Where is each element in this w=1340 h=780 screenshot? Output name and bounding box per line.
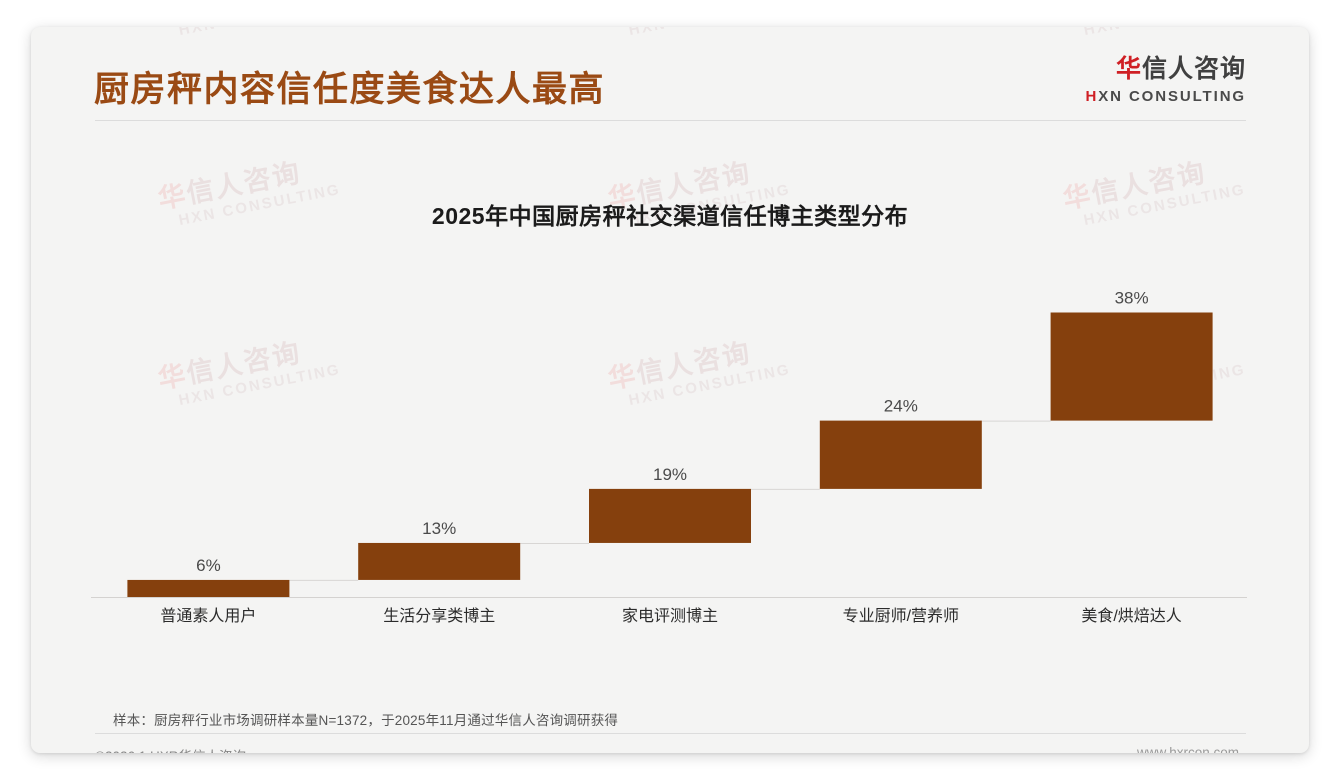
logo-cn-red-char: 华: [1115, 55, 1142, 83]
slide-header: 厨房秤内容信任度美食达人最高 华信人咨询 HXN CONSULTING: [31, 27, 1309, 121]
category-label: 生活分享类博主: [383, 607, 495, 625]
page-title: 厨房秤内容信任度美食达人最高: [94, 70, 606, 109]
slide-footer: ©2026.1 HXR华信人咨询 www.hxrcon.com: [31, 740, 1309, 753]
logo-cn-rest: 信人咨询: [1141, 55, 1246, 83]
category-label: 专业厨师/营养师: [843, 607, 959, 625]
brand-logo: 华信人咨询 HXN CONSULTING: [1086, 57, 1247, 105]
bar-value-label: 38%: [1115, 289, 1149, 308]
chart-footnote: 样本：厨房秤行业市场调研样本量N=1372，于2025年11月通过华信人咨询调研…: [113, 713, 619, 728]
logo-en-rest: XN CONSULTING: [1098, 88, 1246, 105]
header-divider: [95, 120, 1246, 121]
waterfall-chart: 6% 普通素人用户 13% 生活分享类博主 19% 家电评测博主 24% 专业厨师/营养师 38…: [71, 239, 1269, 639]
bar[interactable]: [1050, 312, 1213, 421]
chart-title: 2025年中国厨房秤社交渠道信任博主类型分布: [431, 203, 909, 229]
bar[interactable]: [819, 420, 982, 489]
slide-card: 华信人咨询 HXN CONSULTING 华信人咨询 HXN CONSULTING 华信…: [31, 27, 1309, 753]
category-label: 普通素人用户: [160, 607, 256, 625]
footer-divider: [95, 733, 1246, 734]
bar-value-label: 6%: [196, 556, 221, 575]
chart-svg: 6% 普通素人用户 13% 生活分享类博主 19% 家电评测博主 24% 专业厨师/营养师 38…: [91, 289, 1247, 625]
footer-copyright: ©2026.1 HXR华信人咨询: [95, 745, 246, 753]
logo-english-text: HXN CONSULTING: [1086, 89, 1247, 104]
logo-en-red-char: H: [1085, 88, 1099, 105]
bar-value-label: 19%: [653, 465, 687, 484]
category-label: 美食/烘焙达人: [1081, 607, 1181, 625]
bar-value-label: 24%: [884, 397, 918, 416]
category-label: 家电评测博主: [622, 607, 718, 625]
footer-website: www.hxrcon.com: [1136, 745, 1239, 753]
logo-chinese-text: 华信人咨询: [1086, 57, 1247, 82]
bar[interactable]: [127, 579, 290, 597]
bar-value-label: 13%: [422, 519, 456, 538]
bar[interactable]: [589, 488, 751, 543]
bar[interactable]: [358, 542, 521, 580]
